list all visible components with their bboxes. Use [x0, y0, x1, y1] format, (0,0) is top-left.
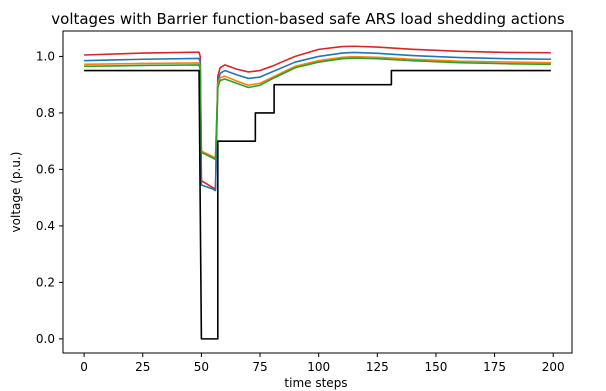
x-tick-label: 50 [194, 360, 209, 374]
x-tick-label: 150 [425, 360, 448, 374]
chart-title: voltages with Barrier function-based saf… [51, 10, 565, 28]
series-line-3 [84, 55, 551, 159]
x-axis-ticks: 0 25 50 75 100 125 150 175 200 [80, 353, 565, 374]
y-tick-label: 0.2 [36, 275, 55, 289]
x-tick-label: 100 [307, 360, 330, 374]
y-tick-label: 1.0 [36, 49, 55, 63]
series-line-1 [84, 45, 551, 190]
x-tick-label: 75 [252, 360, 267, 374]
x-tick-label: 0 [80, 360, 88, 374]
x-tick-label: 25 [135, 360, 150, 374]
series-line-4 [84, 57, 551, 161]
y-axis-label: voltage (p.u.) [9, 152, 23, 233]
plot-frame [62, 30, 573, 354]
series-line-5 [84, 69, 551, 340]
x-tick-label: 125 [366, 360, 389, 374]
x-axis-label: time steps [284, 376, 347, 390]
y-tick-label: 0.8 [36, 106, 55, 120]
y-tick-label: 0.6 [36, 162, 55, 176]
x-tick-label: 200 [542, 360, 565, 374]
x-tick-label: 175 [483, 360, 506, 374]
y-tick-label: 0.0 [36, 332, 55, 346]
y-axis-ticks: 0.0 0.2 0.4 0.6 0.8 1.0 [36, 49, 63, 346]
y-tick-label: 0.4 [36, 219, 55, 233]
series-line-2 [84, 51, 551, 192]
plot-lines [84, 45, 551, 340]
